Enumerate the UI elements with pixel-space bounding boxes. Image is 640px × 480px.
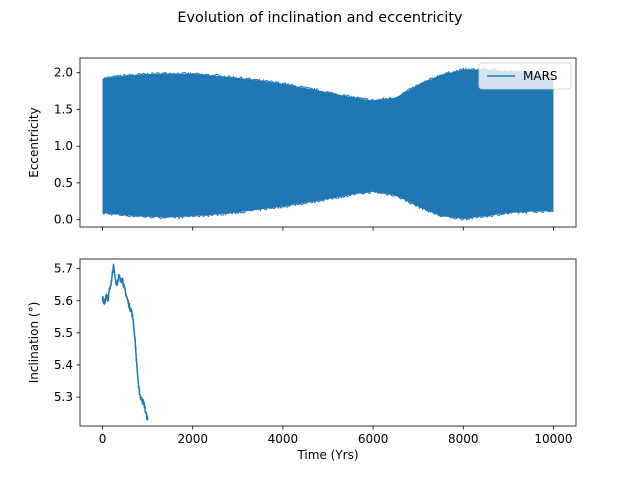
x-tick-label: 0 xyxy=(99,432,107,446)
y-tick-label: 0.0 xyxy=(54,213,73,227)
data-point xyxy=(105,293,107,296)
data-point xyxy=(112,264,115,267)
data-point xyxy=(134,338,136,341)
y-tick-label: 2.0 xyxy=(54,66,73,80)
data-point xyxy=(107,299,109,302)
y-tick-label: 5.7 xyxy=(54,262,73,276)
data-point xyxy=(125,293,127,296)
y-tick-label: 5.3 xyxy=(54,390,73,404)
series-mars-lower-edge xyxy=(102,190,554,221)
y-tick-label: 5.5 xyxy=(54,326,73,340)
figure-title: Evolution of inclination and eccentricit… xyxy=(177,10,463,26)
y-tick-label: 1.0 xyxy=(54,139,73,153)
y-tick-label: 5.6 xyxy=(54,294,73,308)
data-point xyxy=(123,287,125,289)
x-tick-label: 10000 xyxy=(534,432,572,446)
data-point xyxy=(146,418,149,421)
eccentricity-panel: 0.0 0.5 1.0 1.5 2.0 Eccentricity MARS xyxy=(27,57,577,231)
x-tick-label: 6000 xyxy=(358,432,389,446)
x-axis-label: Time (Yrs) xyxy=(296,448,358,462)
legend: MARS xyxy=(478,62,572,90)
data-point xyxy=(114,277,116,280)
data-point xyxy=(117,274,120,276)
data-point xyxy=(141,399,144,402)
data-point xyxy=(126,299,129,302)
series-mars-upper-edge xyxy=(102,67,554,103)
x-tick-label: 8000 xyxy=(448,432,479,446)
data-point xyxy=(145,412,147,414)
series-mars-envelope xyxy=(102,69,554,219)
x-tick-label: 2000 xyxy=(177,432,208,446)
legend-entry-label: MARS xyxy=(523,69,558,83)
data-point xyxy=(143,402,145,405)
y-tick-label: 0.5 xyxy=(54,176,73,190)
data-point xyxy=(119,280,122,283)
data-point xyxy=(110,280,113,283)
y-axis-label: Eccentricity xyxy=(27,107,41,177)
data-point xyxy=(108,287,111,289)
x-tick-label: 4000 xyxy=(268,432,299,446)
data-point xyxy=(132,319,135,321)
data-point xyxy=(121,277,124,280)
plot-area xyxy=(101,263,149,421)
y-axis-label: Inclination (°) xyxy=(27,302,41,384)
y-tick-label: 1.5 xyxy=(54,102,73,116)
axes-frame xyxy=(79,258,577,427)
plot-area xyxy=(102,67,554,221)
axes-frame xyxy=(79,57,577,228)
y-tick-label: 5.4 xyxy=(54,358,73,372)
data-point xyxy=(130,309,133,312)
legend-box xyxy=(478,62,572,90)
data-point xyxy=(139,396,142,398)
data-point xyxy=(136,364,138,366)
data-point xyxy=(101,296,104,299)
data-point xyxy=(137,386,140,389)
inclination-panel: 0 2000 4000 6000 8000 10000 5.3 5.4 5.5 5.6 5.7 Inc… xyxy=(27,258,577,462)
data-point xyxy=(116,283,118,286)
data-point xyxy=(128,306,131,308)
data-point xyxy=(103,303,106,305)
